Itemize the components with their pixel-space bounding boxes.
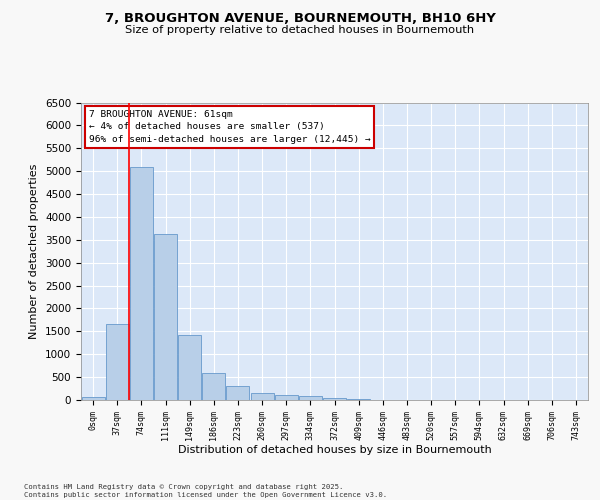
Bar [202, 372, 225, 400]
Bar [178, 335, 201, 400]
Bar [299, 396, 322, 400]
Bar [275, 394, 298, 400]
Bar [154, 234, 177, 400]
Bar [323, 398, 346, 400]
Text: Size of property relative to detached houses in Bournemouth: Size of property relative to detached ho… [125, 25, 475, 35]
Bar [226, 386, 250, 400]
Y-axis label: Number of detached properties: Number of detached properties [29, 164, 40, 339]
Bar [130, 166, 153, 400]
Text: 7, BROUGHTON AVENUE, BOURNEMOUTH, BH10 6HY: 7, BROUGHTON AVENUE, BOURNEMOUTH, BH10 6… [104, 12, 496, 26]
Text: 7 BROUGHTON AVENUE: 61sqm
← 4% of detached houses are smaller (537)
96% of semi-: 7 BROUGHTON AVENUE: 61sqm ← 4% of detach… [89, 110, 370, 144]
Text: Contains HM Land Registry data © Crown copyright and database right 2025.
Contai: Contains HM Land Registry data © Crown c… [24, 484, 387, 498]
Bar [251, 392, 274, 400]
Bar [82, 398, 104, 400]
Bar [106, 324, 128, 400]
X-axis label: Distribution of detached houses by size in Bournemouth: Distribution of detached houses by size … [178, 446, 491, 456]
